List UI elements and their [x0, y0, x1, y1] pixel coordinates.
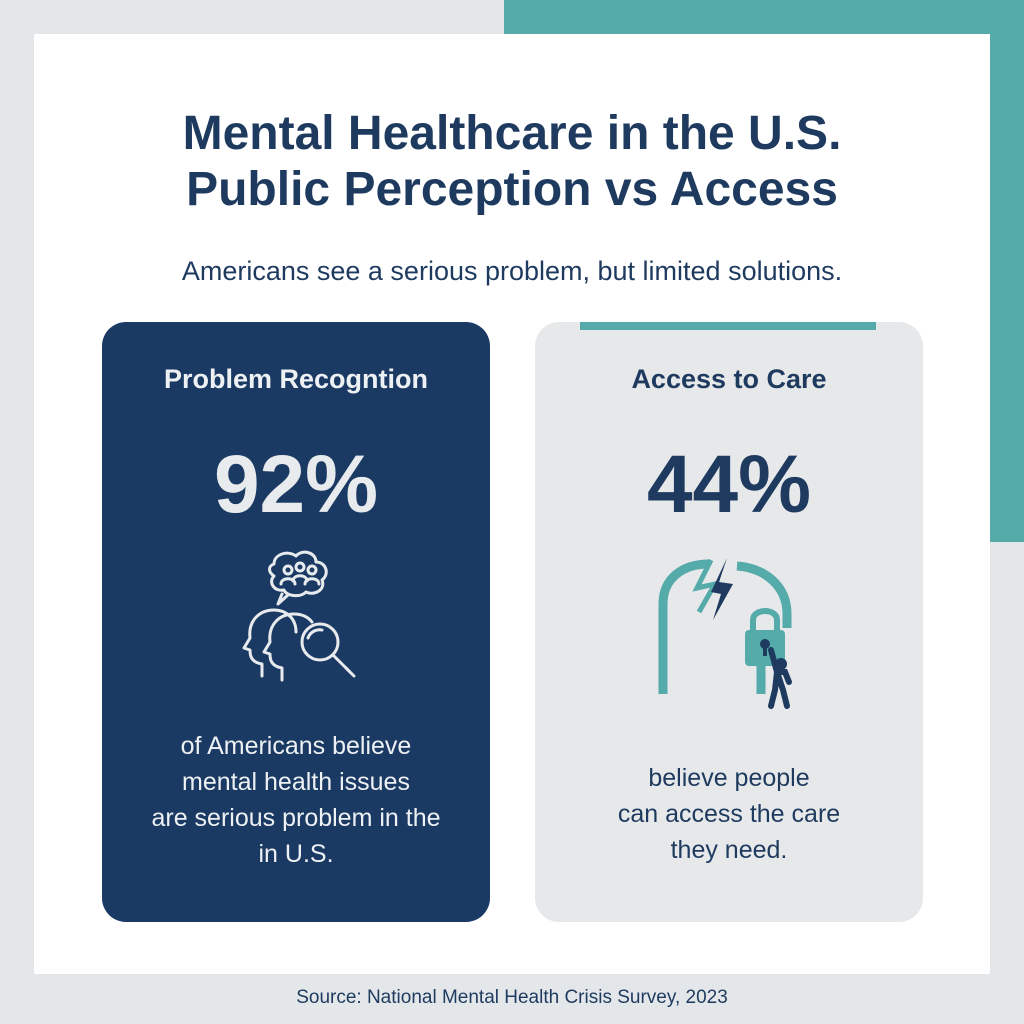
- source-citation: Source: National Mental Health Crisis Su…: [296, 987, 728, 1008]
- title-line-1: Mental Healthcare in the U.S.: [182, 107, 842, 160]
- title-line-2: Public Perception vs Access: [186, 163, 838, 216]
- panel-description: of Americans believe mental health issue…: [102, 728, 490, 872]
- description-line: are serious problem in the: [151, 804, 441, 832]
- broken-arch-lock-icon: [535, 554, 923, 709]
- access-to-care-panel: Access to Care 44% believe people can ac…: [535, 322, 923, 922]
- description-line: mental health issues: [182, 768, 410, 796]
- panel-heading: Problem Recogntion: [163, 364, 428, 394]
- people-search-icon: [102, 550, 490, 690]
- description-line: of Americans believe: [180, 732, 412, 760]
- panel-heading: Access to Care: [631, 364, 827, 394]
- page-title: Mental Healthcare in the U.S. Public Per…: [34, 106, 990, 218]
- description-line: they need.: [670, 836, 788, 864]
- description-line: in U.S.: [258, 840, 334, 868]
- panel-accent-bar: [580, 322, 876, 330]
- description-line: believe people: [648, 764, 810, 792]
- description-line: can access the care: [617, 800, 841, 828]
- problem-recognition-panel: Problem Recogntion 92% of Americans beli…: [102, 322, 490, 922]
- panel-stat: 44%: [646, 439, 812, 530]
- page-subtitle: Americans see a serious problem, but lim…: [181, 256, 843, 286]
- panel-description: believe people can access the care they …: [535, 760, 923, 868]
- panel-stat: 92%: [213, 439, 379, 530]
